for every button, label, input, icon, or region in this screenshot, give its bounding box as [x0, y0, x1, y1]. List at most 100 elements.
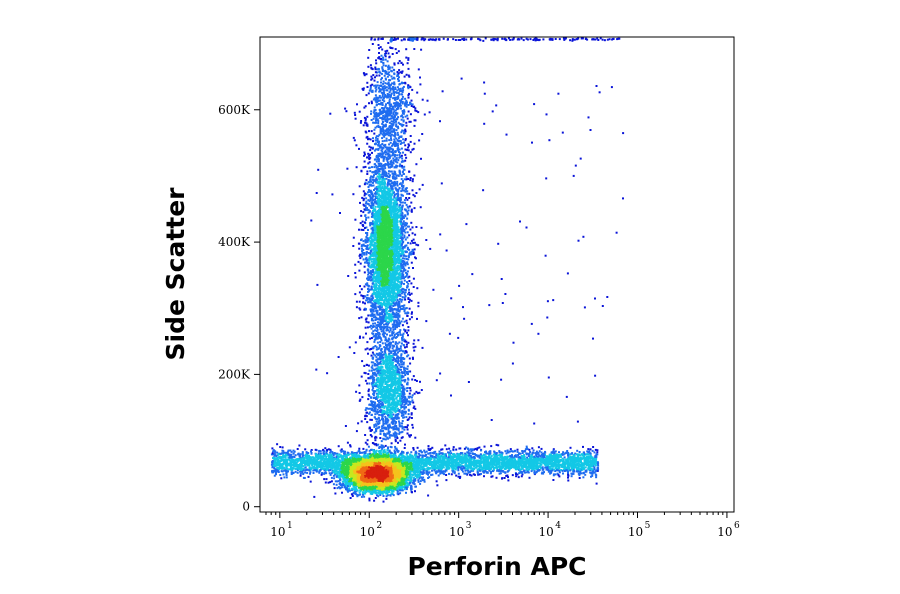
- event-point: [348, 487, 351, 490]
- event-point: [327, 481, 330, 484]
- event-point: [410, 484, 413, 487]
- event-point: [373, 482, 376, 485]
- event-point: [344, 465, 347, 468]
- event-point: [341, 475, 344, 478]
- event-point: [436, 484, 439, 487]
- event-point: [398, 453, 401, 456]
- event-point: [333, 477, 336, 480]
- event-point: [385, 497, 388, 500]
- event-point: [405, 481, 408, 484]
- event-point: [405, 488, 408, 491]
- event-point: [412, 481, 415, 484]
- event-point: [385, 479, 388, 482]
- event-point: [352, 491, 355, 494]
- event-point: [396, 490, 399, 493]
- event-point: [395, 480, 398, 483]
- event-point: [403, 488, 406, 491]
- event-point: [368, 486, 371, 489]
- event-point: [335, 483, 338, 486]
- event-point: [379, 491, 382, 494]
- event-point: [361, 456, 364, 459]
- event-point: [415, 485, 417, 488]
- event-point: [330, 476, 333, 479]
- event-point: [357, 494, 360, 497]
- event-point: [409, 478, 412, 481]
- event-point: [363, 495, 366, 498]
- event-point: [371, 488, 374, 491]
- event-point: [382, 500, 385, 503]
- event-point: [359, 493, 362, 496]
- event-point: [419, 482, 422, 485]
- event-point: [374, 497, 377, 499]
- event-point: [389, 483, 392, 486]
- event-point: [364, 486, 367, 489]
- event-point: [329, 473, 332, 476]
- event-point: [413, 476, 415, 479]
- event-points: [270, 37, 625, 503]
- event-point: [410, 490, 413, 493]
- event-point: [398, 489, 401, 492]
- event-point: [405, 491, 407, 494]
- event-point: [392, 453, 395, 456]
- event-point: [347, 487, 349, 490]
- event-point: [363, 480, 366, 483]
- event-point: [344, 483, 347, 486]
- event-point: [395, 485, 398, 488]
- event-point: [361, 491, 364, 494]
- event-point: [396, 489, 399, 491]
- event-point: [389, 494, 392, 497]
- event-point: [407, 479, 410, 482]
- event-point: [349, 497, 352, 499]
- event-point: [392, 494, 395, 497]
- event-point: [421, 478, 424, 480]
- event-point: [413, 473, 416, 476]
- event-point: [364, 489, 366, 492]
- event-point: [406, 484, 408, 487]
- event-point: [427, 494, 430, 497]
- event-point: [337, 480, 340, 483]
- event-point: [324, 481, 327, 484]
- event-point: [403, 482, 406, 485]
- event-point: [334, 492, 337, 495]
- event-point: [399, 485, 402, 488]
- event-point: [341, 486, 344, 489]
- event-point: [377, 491, 380, 494]
- event-point: [340, 483, 343, 486]
- event-point: [373, 499, 376, 502]
- event-point: [362, 493, 364, 496]
- event-point: [382, 495, 385, 497]
- event-point: [368, 497, 371, 500]
- event-point: [371, 492, 374, 495]
- event-point: [350, 488, 353, 491]
- event-point: [402, 480, 405, 483]
- event-point: [342, 484, 345, 486]
- event-point: [403, 478, 406, 481]
- event-point: [353, 456, 356, 459]
- event-point: [378, 477, 381, 479]
- event-point: [414, 490, 416, 493]
- event-point: [341, 491, 343, 494]
- event-point: [410, 476, 413, 479]
- event-point: [340, 472, 343, 475]
- event-point: [369, 484, 372, 486]
- event-point: [336, 480, 339, 483]
- event-point: [337, 474, 340, 477]
- event-point: [350, 493, 353, 496]
- event-point: [330, 480, 333, 483]
- event-point: [377, 492, 380, 495]
- event-point: [343, 486, 346, 489]
- event-point: [367, 489, 370, 492]
- event-point: [354, 486, 357, 489]
- event-point: [405, 479, 408, 481]
- event-point: [419, 480, 422, 483]
- event-point: [359, 490, 362, 493]
- event-point: [332, 483, 335, 486]
- event-point: [383, 484, 386, 487]
- event-point: [423, 480, 426, 483]
- event-point: [423, 478, 426, 481]
- event-point: [353, 490, 356, 493]
- event-point: [348, 489, 351, 492]
- event-point: [345, 478, 348, 481]
- event-point: [408, 481, 411, 484]
